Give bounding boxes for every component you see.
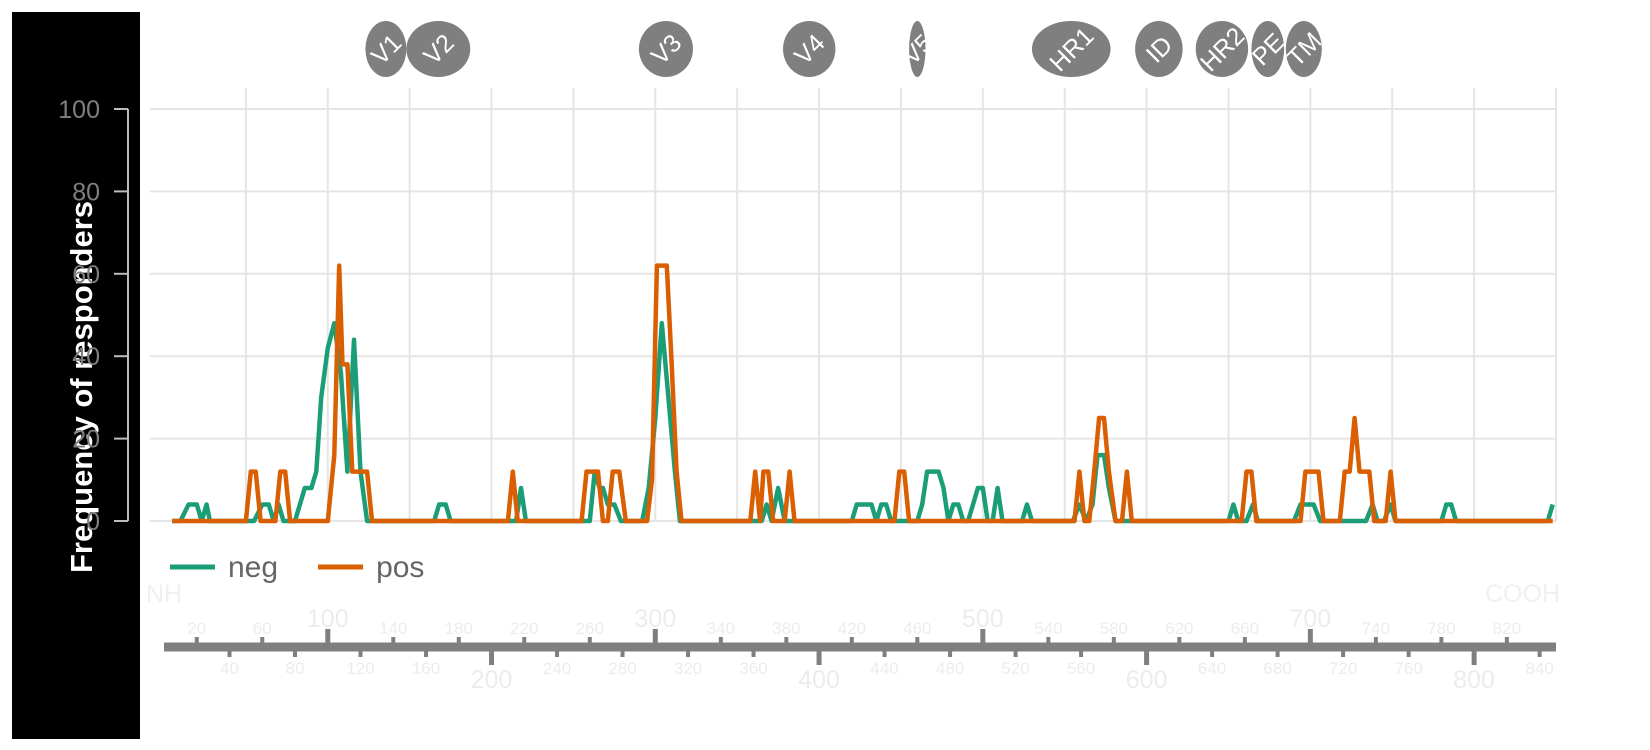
- ruler-minor-label: 640: [1198, 659, 1226, 678]
- ruler-minor-label: 180: [445, 619, 473, 638]
- region-ellipse: [406, 21, 471, 77]
- ruler-minor-label: 420: [838, 619, 866, 638]
- series-line-pos: [172, 263, 1553, 524]
- series-line-neg: [172, 320, 1555, 524]
- y-tick-label: 0: [86, 508, 100, 536]
- c-terminus-label: COOH: [1485, 580, 1560, 608]
- ruler-minor-label: 520: [1001, 659, 1029, 678]
- ruler-minor-label: 540: [1034, 619, 1062, 638]
- series-lines: [172, 263, 1555, 524]
- region-ellipse: [638, 21, 693, 77]
- ruler-minor-label: 780: [1427, 619, 1455, 638]
- ruler-minor-label: 380: [772, 619, 800, 638]
- ruler-major-label: 300: [634, 605, 676, 633]
- ruler-major-label: 100: [307, 605, 349, 633]
- ruler-minor-label: 240: [543, 659, 571, 678]
- y-tick-label: 40: [72, 343, 100, 371]
- ruler-minor-label: 280: [608, 659, 636, 678]
- n-terminus-label: NH: [146, 580, 182, 608]
- grid: [150, 88, 1557, 522]
- ruler-minor-label: 120: [346, 659, 374, 678]
- region-ellipse: [365, 21, 407, 77]
- ruler-minor-label: 580: [1100, 619, 1128, 638]
- region-ellipse: [909, 21, 926, 77]
- region-marker: HR1: [1031, 21, 1111, 77]
- ruler-minor-label: 820: [1493, 619, 1521, 638]
- region-marker: V1: [365, 21, 407, 77]
- region-marker: PE: [1247, 21, 1290, 77]
- ruler-minor-label: 680: [1263, 659, 1291, 678]
- ruler-minor-label: 40: [220, 659, 239, 678]
- region-ellipse: [1195, 21, 1249, 77]
- ruler-major-label: 800: [1453, 666, 1495, 694]
- ruler-minor-label: 480: [936, 659, 964, 678]
- ruler-major-label: 600: [1126, 666, 1168, 694]
- ruler-minor-label: 620: [1165, 619, 1193, 638]
- y-axis: 0 20 40 60 80 100: [58, 96, 129, 536]
- region-label: TM: [1282, 27, 1327, 72]
- ruler-minor-label: 20: [187, 619, 206, 638]
- ruler-minor-label: 80: [286, 659, 305, 678]
- region-marker: ID: [1135, 21, 1183, 77]
- legend-label: neg: [228, 551, 278, 584]
- ruler-major-label: 400: [798, 666, 840, 694]
- ruler-minor-label: 160: [412, 659, 440, 678]
- ruler-major-label: 700: [1289, 605, 1331, 633]
- ruler-minor-label: 60: [253, 619, 272, 638]
- region-ellipse: [1251, 21, 1285, 77]
- ruler-minor-label: 740: [1362, 619, 1390, 638]
- ruler-minor-label: 340: [707, 619, 735, 638]
- region-ellipse: [783, 21, 836, 77]
- y-axis-label-panel: Frequency of responders: [12, 12, 140, 739]
- ruler-minor-label: 840: [1525, 659, 1553, 678]
- legend-item: neg: [170, 551, 278, 584]
- ruler-minor-label: 460: [903, 619, 931, 638]
- ruler-minor-label: 560: [1067, 659, 1095, 678]
- ruler-minor-label: 440: [870, 659, 898, 678]
- region-ellipse: [1285, 21, 1322, 77]
- y-tick-label: 20: [72, 426, 100, 454]
- y-tick-label: 60: [72, 261, 100, 289]
- legend-label: pos: [376, 551, 424, 584]
- legend: neg pos: [170, 551, 424, 584]
- ruler-minor-label: 760: [1394, 659, 1422, 678]
- region-ellipse: [1031, 21, 1111, 77]
- region-marker: HR2: [1195, 21, 1250, 77]
- ruler-minor-label: 720: [1329, 659, 1357, 678]
- ruler-minor-label: 140: [379, 619, 407, 638]
- region-marker: V5: [897, 21, 939, 77]
- ruler-minor-label: 220: [510, 619, 538, 638]
- ruler-major-label: 500: [962, 605, 1004, 633]
- y-tick-label: 100: [58, 96, 100, 124]
- y-tick-label: 80: [72, 178, 100, 206]
- ruler-minor-label: 320: [674, 659, 702, 678]
- ruler-minor-label: 660: [1231, 619, 1259, 638]
- ruler-major-label: 200: [471, 666, 513, 694]
- legend-item: pos: [318, 551, 424, 584]
- region-marker: V2: [406, 21, 471, 77]
- sequence-ruler: NH COOH 100 200 300 400 500 600 700 800 20 60 140 180…: [146, 580, 1560, 694]
- region-ellipse: [1135, 21, 1183, 77]
- region-marker: TM: [1282, 21, 1327, 77]
- ruler-minor-label: 360: [739, 659, 767, 678]
- region-marker: V3: [638, 21, 693, 77]
- region-marker: V4: [783, 21, 836, 77]
- region-label: V5: [897, 29, 938, 70]
- ruler-minor-label: 260: [576, 619, 604, 638]
